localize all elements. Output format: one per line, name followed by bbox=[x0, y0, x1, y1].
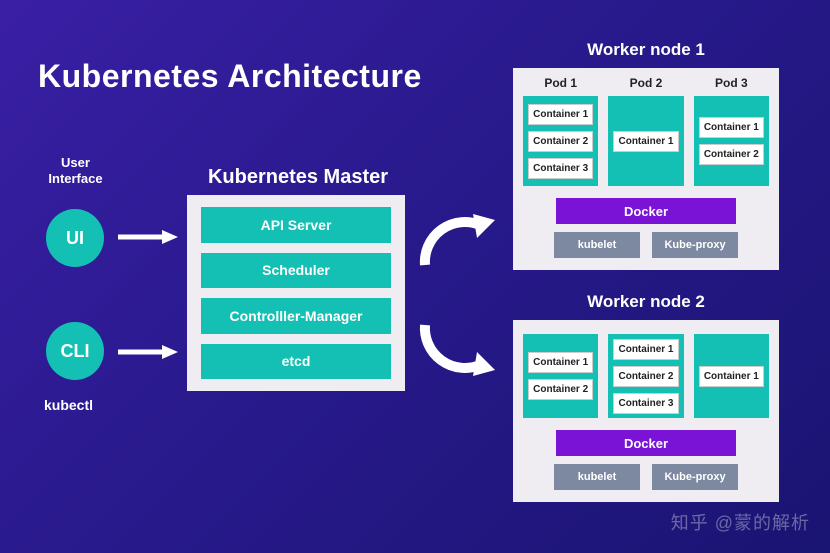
container-chip: Container 2 bbox=[699, 144, 764, 165]
ui-circle: UI bbox=[46, 209, 104, 267]
arrow-ui-to-master bbox=[118, 230, 178, 244]
pod-title: Pod 3 bbox=[694, 76, 769, 90]
worker1-pod2: Pod 2 Container 1 bbox=[608, 76, 683, 186]
worker1-docker: Docker bbox=[556, 198, 736, 224]
container-chip: Container 1 bbox=[528, 104, 593, 125]
worker2-pod3: Container 1 bbox=[694, 328, 769, 418]
container-chip: Container 3 bbox=[613, 393, 678, 414]
worker2-kubeproxy: Kube-proxy bbox=[652, 464, 738, 490]
arrow-master-to-worker2 bbox=[415, 310, 495, 380]
master-item-etcd: etcd bbox=[201, 344, 391, 380]
worker2-pod1: Container 1 Container 2 bbox=[523, 328, 598, 418]
arrow-master-to-worker1 bbox=[415, 210, 495, 280]
pod-title: Pod 1 bbox=[523, 76, 598, 90]
pod-box: Container 1 bbox=[694, 334, 769, 418]
worker2-pod2: Container 1 Container 2 Container 3 bbox=[608, 328, 683, 418]
worker1-kubelet: kubelet bbox=[554, 232, 640, 258]
container-chip: Container 1 bbox=[699, 366, 764, 387]
worker1-title: Worker node 1 bbox=[513, 40, 779, 60]
worker2-docker: Docker bbox=[556, 430, 736, 456]
pod-title: Pod 2 bbox=[608, 76, 683, 90]
container-chip: Container 3 bbox=[528, 158, 593, 179]
worker1-bottom-row: kubelet Kube-proxy bbox=[523, 232, 769, 258]
pod-box: Container 1 Container 2 bbox=[523, 334, 598, 418]
worker1-pods-row: Pod 1 Container 1 Container 2 Container … bbox=[523, 76, 769, 186]
container-chip: Container 1 bbox=[613, 339, 678, 360]
worker1-box: Pod 1 Container 1 Container 2 Container … bbox=[513, 68, 779, 270]
master-item-scheduler: Scheduler bbox=[201, 253, 391, 289]
cli-circle: CLI bbox=[46, 322, 104, 380]
master-box: API Server Scheduler Controlller-Manager… bbox=[187, 195, 405, 391]
worker2-pods-row: Container 1 Container 2 Container 1 Cont… bbox=[523, 328, 769, 418]
container-chip: Container 2 bbox=[528, 131, 593, 152]
pod-box: Container 1 bbox=[608, 96, 683, 186]
container-chip: Container 1 bbox=[613, 131, 678, 152]
container-chip: Container 1 bbox=[528, 352, 593, 373]
kubectl-label: kubectl bbox=[44, 397, 93, 413]
worker1-pod1: Pod 1 Container 1 Container 2 Container … bbox=[523, 76, 598, 186]
arrow-cli-to-master bbox=[118, 345, 178, 359]
watermark: 知乎 @蒙的解析 bbox=[671, 509, 810, 535]
container-chip: Container 1 bbox=[699, 117, 764, 138]
worker2-title: Worker node 2 bbox=[513, 292, 779, 312]
master-title: Kubernetes Master bbox=[193, 166, 403, 189]
master-item-controller: Controlller-Manager bbox=[201, 298, 391, 334]
pod-box: Container 1 Container 2 Container 3 bbox=[608, 334, 683, 418]
container-chip: Container 2 bbox=[528, 379, 593, 400]
user-interface-label: User Interface bbox=[38, 155, 113, 186]
pod-box: Container 1 Container 2 Container 3 bbox=[523, 96, 598, 186]
worker1-pod3: Pod 3 Container 1 Container 2 bbox=[694, 76, 769, 186]
container-chip: Container 2 bbox=[613, 366, 678, 387]
worker1-kubeproxy: Kube-proxy bbox=[652, 232, 738, 258]
master-item-api: API Server bbox=[201, 207, 391, 243]
worker2-box: Container 1 Container 2 Container 1 Cont… bbox=[513, 320, 779, 502]
pod-box: Container 1 Container 2 bbox=[694, 96, 769, 186]
diagram-title: Kubernetes Architecture bbox=[38, 58, 422, 95]
worker2-bottom-row: kubelet Kube-proxy bbox=[523, 464, 769, 490]
worker2-kubelet: kubelet bbox=[554, 464, 640, 490]
